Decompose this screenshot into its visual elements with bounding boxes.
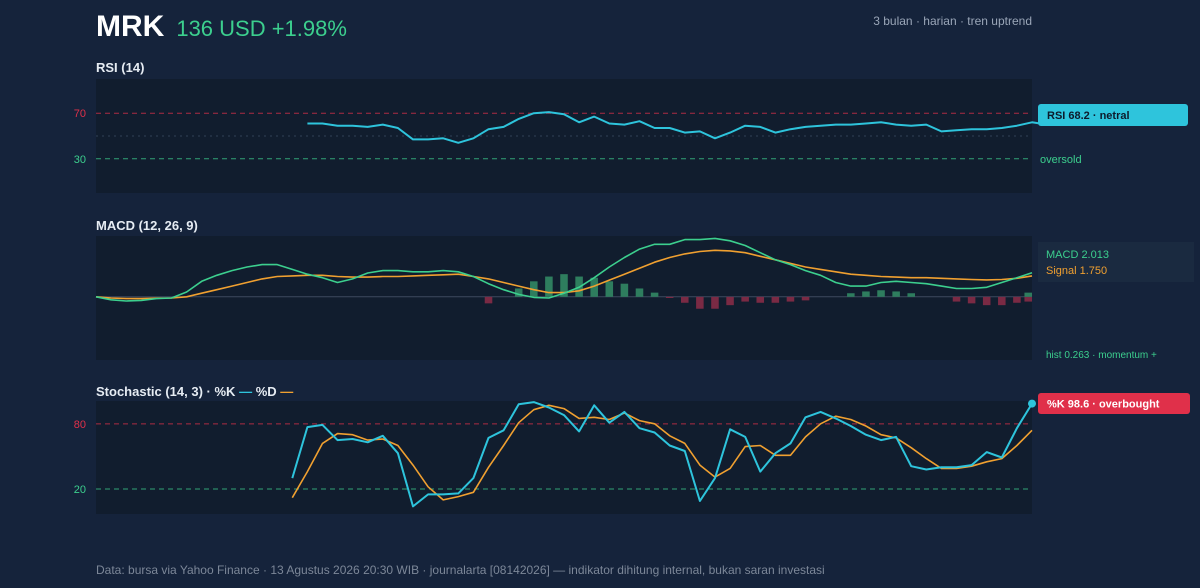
macd-histogram-bar xyxy=(484,296,493,304)
footer-source: Data: bursa via Yahoo Finance · 13 Agust… xyxy=(96,563,825,577)
macd-histogram-bar xyxy=(514,288,523,297)
macd-histogram-bar xyxy=(650,292,659,297)
ticker-symbol: MRK xyxy=(96,10,165,43)
stoch-k-legend-swatch: — xyxy=(239,384,253,399)
macd-histogram-bar xyxy=(590,277,598,297)
macd-histogram-bar xyxy=(877,290,885,297)
macd-histogram-bar xyxy=(1024,292,1032,297)
rsi-level-label-30: 30 xyxy=(74,154,86,166)
stoch-d-line xyxy=(291,404,1033,501)
macd-histogram-bar xyxy=(907,293,915,297)
rsi-badge-text: RSI 68.2 · netral xyxy=(1047,110,1130,122)
stoch-level-label-80: 80 xyxy=(74,419,86,431)
stoch-d-legend-label: %D xyxy=(255,384,277,399)
rsi-oversold-label: oversold xyxy=(1040,154,1082,166)
rsi-badge-bg xyxy=(1038,104,1188,126)
macd-histogram-bar xyxy=(665,296,674,298)
signal-value-label: Signal 1.750 xyxy=(1046,265,1107,277)
macd-histogram-bar xyxy=(711,296,719,309)
macd-histogram-bar xyxy=(696,296,704,309)
macd-histogram-bar xyxy=(801,296,810,301)
stoch-badge-bg xyxy=(1038,393,1190,414)
macd-histogram-bar xyxy=(967,296,976,304)
stoch-panel-title: Stochastic (14, 3) · %K — %D — xyxy=(96,384,293,399)
macd-histogram-bar xyxy=(605,281,614,297)
price-change: 136 USD +1.98% xyxy=(176,16,347,41)
rsi-line xyxy=(307,111,1063,144)
stoch-k-last-point xyxy=(1028,399,1036,408)
macd-histogram-bar xyxy=(998,296,1006,306)
stoch-level-label-20: 20 xyxy=(74,484,86,496)
macd-histogram-bar xyxy=(756,296,765,303)
macd-panel-title: MACD (12, 26, 9) xyxy=(96,218,198,233)
chart-header: MRK 136 USD +1.98% xyxy=(96,10,347,44)
macd-histogram-bar xyxy=(620,283,629,297)
macd-histogram-bar xyxy=(982,296,991,306)
macd-legend-box xyxy=(1038,242,1194,282)
stoch-title-text: Stochastic (14, 3) · %K xyxy=(96,384,236,399)
rsi-panel-title: RSI (14) xyxy=(96,60,145,75)
macd-histogram-bar xyxy=(560,274,568,297)
macd-histogram-bar xyxy=(545,276,553,297)
macd-histogram-bar xyxy=(847,293,855,297)
macd-histogram-bar xyxy=(771,296,780,303)
macd-histogram-bar xyxy=(1013,296,1021,303)
macd-histogram-bar xyxy=(635,288,644,297)
macd-line xyxy=(95,237,1033,302)
stoch-d-legend-swatch: — xyxy=(280,384,294,399)
macd-value-label: MACD 2.013 xyxy=(1046,249,1109,261)
macd-panel-bg xyxy=(96,236,1032,360)
macd-histogram-bar xyxy=(681,296,689,303)
macd-histogram-bar xyxy=(892,291,900,297)
stoch-panel-bg xyxy=(96,401,1032,514)
macd-histogram-bar xyxy=(952,296,961,302)
macd-histogram-bar xyxy=(862,291,870,297)
macd-histogram-bar xyxy=(1024,296,1032,302)
stoch-k-line xyxy=(291,401,1033,508)
stoch-badge-text: %K 98.6 · overbought xyxy=(1047,399,1160,411)
macd-histogram-bar xyxy=(726,296,734,306)
chart-subtitle: 3 bulan · harian · tren uptrend xyxy=(873,14,1032,28)
macd-histogram-bar xyxy=(741,296,749,302)
macd-hist-label: hist 0.263 · momentum + xyxy=(1046,350,1157,361)
macd-histogram-bar xyxy=(786,296,795,302)
rsi-level-label-70: 70 xyxy=(74,108,86,120)
